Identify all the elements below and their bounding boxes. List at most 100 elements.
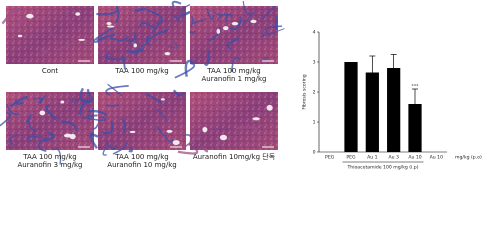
- fibrosis-strand: [226, 37, 239, 51]
- micrograph-texture: [6, 92, 94, 150]
- panel-caption: Cont: [42, 67, 59, 75]
- vessel: [266, 104, 273, 111]
- fibrosis-strand: [128, 146, 133, 153]
- fibrosis-strand: [33, 97, 43, 104]
- fibrosis-strand: [107, 83, 123, 97]
- fibrosis-strand: [0, 112, 11, 127]
- bar: [387, 68, 401, 152]
- fibrosis-strand: [131, 42, 141, 56]
- group-label: Thioacetamide 100 mg/kg (i.p): [347, 165, 419, 171]
- fibrosis-strand: [184, 59, 195, 77]
- vessel: [17, 34, 23, 38]
- y-axis-label: Fibrosis scoring: [302, 74, 308, 109]
- vessel: [250, 19, 257, 24]
- fibrosis-strand: [203, 50, 210, 67]
- x-tick-label: PEG: [346, 155, 356, 161]
- vessel: [219, 134, 228, 141]
- vessel: [129, 130, 136, 134]
- fibrosis-strand: [261, 28, 285, 37]
- fibrosis-strand: [9, 95, 28, 108]
- vessel: [63, 133, 72, 138]
- x-tick-label: Au 1: [367, 155, 378, 161]
- vessel: [252, 117, 260, 121]
- vessel: [39, 110, 46, 116]
- fibrosis-strand: [242, 1, 254, 15]
- fibrosis-strand: [115, 9, 120, 24]
- fibrosis-strand: [86, 114, 98, 117]
- fibrosis-strand: [134, 7, 147, 13]
- vessel: [60, 100, 65, 104]
- panel-caption: TAA 100 mg/kg: [114, 153, 168, 161]
- vessel: [166, 129, 173, 133]
- fibrosis-strand: [230, 57, 242, 73]
- fibrosis-strand: [40, 50, 48, 56]
- fibrosis-strand: [9, 134, 19, 146]
- fibrosis-strand: [52, 148, 62, 165]
- fibrosis-strand: [25, 113, 32, 123]
- panel-caption: TAA 100 mg/kg: [22, 153, 76, 161]
- fibrosis-strand: [32, 132, 36, 141]
- fibrosis-strand: [171, 0, 182, 7]
- fibrosis-strand: [173, 15, 179, 21]
- fibrosis-strand: [229, 16, 243, 31]
- y-tick-label: 4: [313, 30, 316, 36]
- fibrosis-strand: [8, 16, 27, 33]
- fibrosis-strand: [92, 123, 99, 130]
- fibrosis-strand: [112, 142, 129, 155]
- fibrosis-strand: [214, 103, 230, 113]
- fibrosis-strand: [180, 3, 191, 19]
- panel-caption: Auranofin 10 mg/kg: [107, 161, 176, 169]
- fibrosis-strand: [102, 147, 107, 156]
- vessel: [106, 22, 112, 26]
- fibrosis-strand: [105, 142, 117, 150]
- y-tick-label: 2: [313, 90, 316, 96]
- fibrosis-strand: [43, 131, 55, 142]
- fibrosis-strand: [96, 33, 116, 42]
- fibrosis-strand: [39, 94, 47, 105]
- fibrosis-strand: [48, 27, 59, 44]
- fibrosis-strand: [155, 108, 168, 122]
- fibrosis-strand: [121, 118, 127, 134]
- figure: Cont TAA 100 mg/kg TAA 100 mg/kgAuranofin …: [0, 0, 482, 171]
- fibrosis-strand: [105, 104, 120, 107]
- fibrosis-strand: [168, 41, 178, 49]
- fibrosis-strand: [145, 93, 163, 105]
- vessel: [75, 12, 81, 16]
- x-tick-label: Au 3: [388, 155, 399, 161]
- fibrosis-strand: [71, 97, 79, 103]
- fibrosis-strand: [78, 100, 93, 115]
- fibrosis-strand: [262, 5, 276, 20]
- vessel: [106, 25, 115, 28]
- fibrosis-strand: [190, 15, 194, 28]
- x-tick-label: PEG: [325, 155, 335, 161]
- fibrosis-strand: [262, 57, 269, 62]
- fibrosis-strand: [242, 10, 256, 25]
- fibrosis-strand: [200, 145, 209, 153]
- fibrosis-strand: [177, 148, 199, 155]
- fibrosis-strand: [54, 38, 75, 52]
- panel-caption: Auranofin 10mg/kg 단독: [193, 152, 276, 161]
- vessel: [164, 52, 171, 56]
- fibrosis-strand: [215, 139, 221, 149]
- fibrosis-strand: [138, 21, 154, 29]
- fibrosis-strand: [60, 120, 78, 132]
- fibrosis-strand: [86, 89, 94, 101]
- fibrosis-strand: [27, 120, 38, 133]
- significance-mark: ***: [412, 84, 420, 90]
- fibrosis-strand: [189, 31, 196, 35]
- fibrosis-strand: [88, 109, 108, 117]
- fibrosis-strand: [216, 13, 233, 21]
- fibrosis-strand: [65, 8, 73, 25]
- fibrosis-strand: [182, 135, 202, 149]
- fibrosis-strand: [37, 138, 47, 152]
- fibrosis-strand: [1, 7, 20, 25]
- vessel: [160, 98, 165, 101]
- panel-caption: TAA 100 mg/kg: [114, 67, 168, 75]
- fibrosis-strand: [208, 27, 221, 42]
- fibrosis-strand: [105, 84, 129, 96]
- fibrosis-strand: [96, 5, 119, 16]
- bar: [365, 72, 379, 152]
- fibrosis-strand: [92, 27, 115, 43]
- fibrosis-strand: [163, 28, 170, 34]
- vessel: [26, 13, 34, 19]
